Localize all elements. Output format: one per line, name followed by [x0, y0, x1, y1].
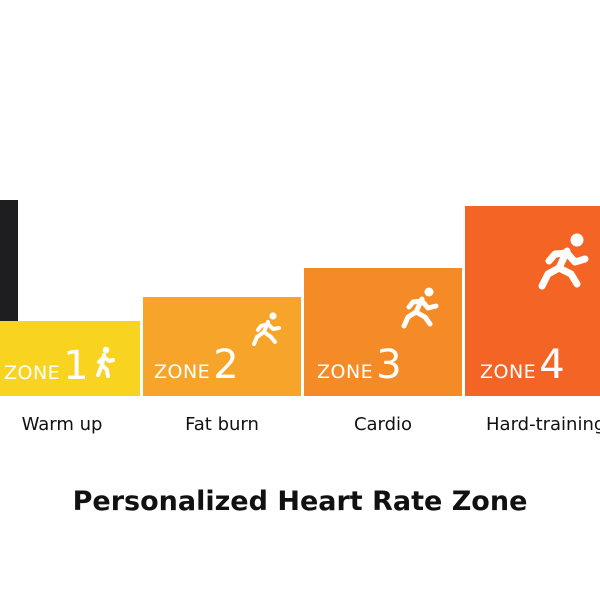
- zone-1-label: Warm up: [21, 414, 103, 435]
- jogging-runner-icon: [252, 312, 281, 346]
- zone-1-number: 1: [63, 343, 89, 389]
- zone-2-label: Fat burn: [185, 414, 259, 435]
- zone-1-word: ZONE: [4, 362, 61, 384]
- zone-1-bar: ZONE1: [0, 321, 140, 396]
- zone-4-bar: ZONE4: [465, 206, 600, 396]
- zone-2-word: ZONE: [154, 361, 211, 383]
- zone-2-number: 2: [213, 342, 239, 388]
- zone-1-title: ZONE1: [4, 346, 89, 386]
- walking-runner-icon: [96, 346, 115, 378]
- running-runner-icon: [401, 287, 439, 329]
- zone-3-bar: ZONE3: [304, 268, 462, 396]
- zone-4-title: ZONE4: [480, 345, 565, 385]
- zone-3-number: 3: [376, 342, 402, 388]
- sprinting-runner-icon: [538, 233, 589, 290]
- zone-3-label: Cardio: [353, 414, 413, 435]
- zone-4-word: ZONE: [480, 361, 537, 383]
- zone-4-label: Hard-training: [486, 414, 600, 435]
- zone-2-bar: ZONE2: [143, 297, 301, 396]
- zone-3-title: ZONE3: [317, 345, 402, 385]
- zone-2-title: ZONE2: [154, 345, 239, 385]
- zone-4-number: 4: [539, 342, 565, 388]
- page-title: Personalized Heart Rate Zone: [72, 486, 528, 517]
- zone-3-word: ZONE: [317, 361, 374, 383]
